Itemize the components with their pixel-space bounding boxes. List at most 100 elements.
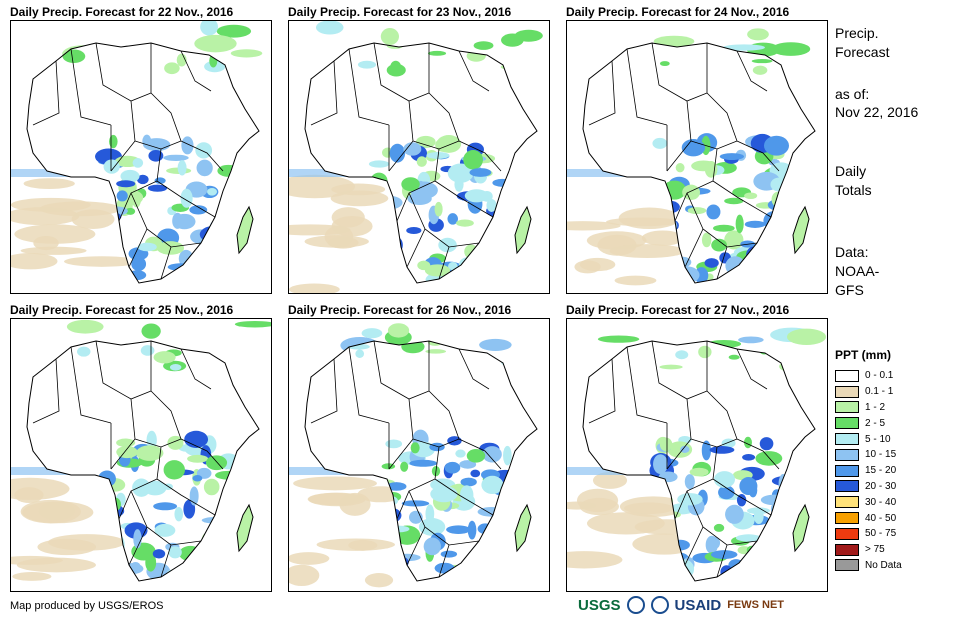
rain-cell	[701, 440, 711, 461]
rain-cell	[467, 520, 477, 540]
country-border	[458, 140, 502, 172]
rain-cell	[374, 236, 388, 244]
country-border	[156, 446, 216, 516]
rain-cell	[206, 561, 229, 568]
forecast-panel-24: Daily Precip. Forecast for 24 Nov., 2016	[566, 4, 828, 294]
rain-cell	[447, 163, 474, 183]
ocean-rain-band	[567, 467, 637, 475]
country-border	[180, 140, 224, 172]
country-border	[434, 148, 494, 218]
legend-label: 1 - 2	[865, 401, 886, 413]
madagascar	[514, 503, 532, 553]
rain-cell	[659, 437, 673, 452]
country-border	[70, 346, 112, 424]
rain-cell	[782, 358, 801, 365]
country-border	[130, 490, 202, 546]
country-border	[686, 490, 758, 546]
country-border	[180, 348, 212, 390]
legend-label: 50 - 75	[865, 528, 897, 540]
legend-label: 20 - 30	[865, 480, 897, 492]
rain-cell	[164, 62, 180, 75]
ocean-rain-patch	[315, 21, 344, 35]
rain-cell	[185, 264, 197, 275]
rain-cell	[423, 537, 441, 556]
rain-cell	[163, 154, 189, 162]
rain-cell	[217, 164, 240, 177]
ocean-rain-patch	[597, 335, 640, 343]
rain-cell	[145, 553, 157, 572]
country-border	[408, 192, 480, 248]
country-border	[458, 348, 490, 390]
country-border	[408, 490, 480, 546]
ocean-rain-patch	[738, 336, 764, 344]
country-border	[373, 340, 430, 400]
rain-cell	[410, 442, 420, 454]
rain-cell	[503, 445, 512, 466]
legend-item: No Data	[835, 558, 902, 574]
rain-cell	[660, 61, 670, 67]
country-border	[626, 48, 668, 126]
panel-title: Daily Precip. Forecast for 27 Nov., 2016	[566, 303, 790, 317]
dry-ocean-patch	[11, 477, 70, 500]
ocean-rain-patch	[771, 42, 811, 56]
rain-cell	[415, 135, 436, 149]
rain-cell	[178, 569, 199, 579]
map-credit: Map produced by USGS/EROS	[10, 600, 164, 612]
country-border	[348, 346, 390, 424]
dry-ocean-patch	[330, 190, 389, 207]
rain-cell	[719, 153, 745, 161]
legend-item: 1 - 2	[835, 400, 902, 416]
ocean-rain-band	[289, 169, 359, 177]
dry-ocean-patch	[592, 472, 628, 489]
rain-cell	[216, 542, 240, 550]
rain-cell	[772, 276, 800, 283]
dry-ocean-patch	[11, 207, 80, 226]
rain-cell	[770, 531, 783, 550]
rain-cell	[127, 270, 147, 281]
rain-cell	[216, 259, 230, 270]
data-line2: NOAA-	[835, 263, 880, 279]
dry-ocean-patch	[574, 260, 601, 274]
rain-cell	[675, 350, 689, 360]
rain-cell	[403, 142, 422, 156]
rain-cell	[455, 449, 466, 458]
madagascar	[236, 205, 254, 255]
asof-label: as of:	[835, 86, 870, 102]
country-border	[716, 544, 728, 578]
rain-cell	[438, 237, 457, 253]
country-border	[736, 140, 780, 172]
rain-cell	[192, 475, 203, 482]
rain-cell	[386, 482, 407, 491]
rain-cell	[705, 535, 718, 554]
legend-label: 0 - 0.1	[865, 370, 894, 382]
dry-ocean-patch	[579, 497, 619, 516]
rain-cell	[488, 546, 504, 566]
rain-cell	[434, 201, 443, 217]
rain-cell	[163, 460, 185, 480]
rain-cell	[401, 177, 420, 192]
rain-cell	[747, 507, 770, 515]
rain-cell	[429, 442, 445, 452]
rain-cell	[447, 213, 458, 225]
legend-swatch	[835, 512, 859, 525]
legend-swatch	[835, 417, 859, 430]
rain-cell	[492, 178, 513, 187]
legend-item: 10 - 15	[835, 447, 902, 463]
rain-cell	[168, 546, 182, 559]
totals-line2: Totals	[835, 182, 872, 198]
precip-map	[566, 318, 828, 592]
rain-cell	[466, 449, 486, 463]
rain-cell	[744, 220, 766, 228]
rain-cell	[718, 485, 735, 500]
ocean-rain-band	[289, 467, 359, 475]
country-border	[428, 43, 460, 142]
country-border	[434, 446, 494, 516]
rain-cell	[152, 549, 166, 559]
rain-cell	[709, 446, 735, 454]
rain-cell	[684, 474, 695, 490]
rain-cell	[739, 477, 758, 496]
country-border	[706, 43, 738, 142]
rain-cell	[735, 534, 762, 542]
rain-cell	[682, 184, 701, 200]
rain-cell	[652, 137, 668, 149]
